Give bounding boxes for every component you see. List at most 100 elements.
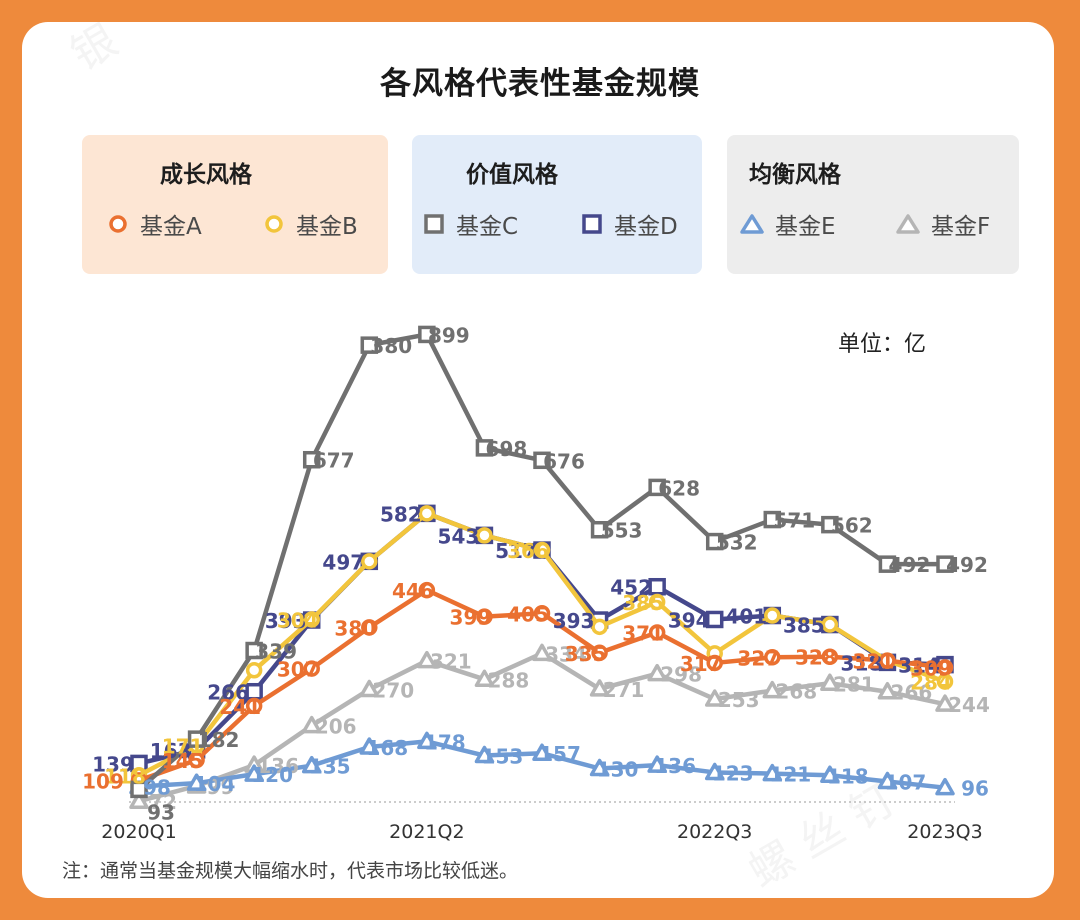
chart-title: 各风格代表性基金规模 — [376, 58, 704, 103]
data-point-marker — [589, 758, 610, 777]
legend-group-growth: 成长风格 基金A 基金B — [82, 135, 388, 274]
legend-label: 基金F — [931, 214, 991, 240]
data-label: 317 — [680, 652, 722, 676]
data-label: 104 — [194, 772, 236, 796]
data-point-marker — [648, 593, 666, 611]
data-label: 335 — [565, 642, 607, 666]
data-point-marker — [879, 652, 896, 669]
data-label: 109 — [82, 769, 124, 793]
triangle-marker-icon — [740, 214, 764, 234]
data-point-marker — [590, 520, 609, 539]
data-point-marker — [821, 515, 839, 534]
data-label: 371 — [622, 621, 664, 645]
data-label: 241 — [219, 695, 261, 719]
data-label: 339 — [255, 640, 297, 664]
data-label: 562 — [831, 514, 873, 538]
data-point-marker — [361, 619, 378, 636]
legend-label: 基金A — [140, 214, 202, 240]
data-point-marker — [303, 611, 320, 628]
data-label: 401 — [725, 605, 767, 629]
data-label: 96 — [961, 777, 989, 801]
data-label: 380 — [370, 334, 412, 358]
data-label: 266 — [891, 681, 933, 705]
data-label: 698 — [486, 437, 528, 461]
data-point-marker — [936, 555, 954, 573]
data-point-marker — [244, 764, 264, 782]
data-point-marker — [245, 641, 263, 660]
legend-label: 基金C — [456, 214, 519, 240]
data-label: 288 — [488, 668, 530, 692]
data-point-marker — [705, 532, 724, 551]
data-point-marker — [878, 555, 897, 573]
data-label: 553 — [601, 519, 643, 543]
x-tick-label: 2020Q1 — [101, 821, 176, 843]
x-tick-label: 2021Q2 — [389, 821, 464, 843]
data-point-marker — [532, 643, 552, 662]
data-point-marker — [188, 751, 205, 769]
legend-group-value: 价值风格 基金C 基金D — [412, 135, 702, 274]
data-point-marker — [821, 616, 839, 633]
data-point-marker — [301, 755, 322, 774]
data-point-marker — [762, 763, 783, 782]
data-point-marker — [187, 730, 206, 748]
data-label: 380 — [334, 616, 376, 640]
square-marker-icon — [582, 214, 602, 234]
data-point-marker — [418, 505, 436, 522]
data-label: 309 — [910, 656, 952, 680]
data-label: 334 — [545, 642, 587, 666]
data-point-marker — [417, 731, 437, 750]
data-label: 271 — [603, 678, 645, 702]
data-point-marker — [591, 618, 608, 636]
data-point-marker — [303, 660, 320, 677]
data-point-marker — [360, 336, 379, 354]
data-label: 136 — [654, 754, 696, 778]
legend-label: 基金D — [614, 214, 678, 240]
data-label: 157 — [539, 742, 581, 766]
data-point-marker — [648, 624, 666, 641]
data-point-marker — [647, 755, 667, 773]
data-label: 517 — [495, 539, 537, 563]
data-point-marker — [763, 510, 782, 529]
data-label: 121 — [769, 763, 811, 787]
data-label: 676 — [543, 449, 585, 473]
data-label: 304 — [277, 608, 319, 632]
data-point-marker — [589, 679, 610, 697]
data-point-marker — [705, 610, 724, 629]
data-label: 327 — [737, 646, 779, 670]
data-label: 268 — [775, 680, 817, 704]
data-label: 318 — [841, 651, 883, 675]
data-label: 366 — [507, 539, 549, 563]
chart-title-text: 各风格代表性基金规模 — [380, 66, 700, 102]
data-point-marker — [532, 743, 552, 761]
data-label: 393 — [553, 609, 595, 633]
data-point-marker — [704, 762, 725, 781]
data-point-marker — [764, 649, 781, 666]
data-point-marker — [130, 780, 148, 799]
legend-item-fund-e: 基金E — [739, 209, 836, 240]
data-label: 307 — [277, 658, 319, 682]
legend-item-fund-c: 基金C — [422, 209, 519, 240]
square-marker-icon — [424, 214, 444, 234]
data-label: 446 — [392, 579, 434, 603]
data-point-marker — [474, 745, 495, 764]
legend-group-title: 均衡风格 — [749, 162, 841, 188]
legend-item-fund-b: 基金B — [262, 209, 358, 240]
data-label: 492 — [889, 553, 931, 577]
data-point-marker — [418, 581, 436, 599]
data-label: 497 — [322, 550, 364, 574]
data-label: 314 — [898, 654, 940, 678]
legend-group-balanced: 均衡风格 基金E 基金F — [727, 135, 1019, 274]
data-point-marker — [359, 737, 380, 755]
data-point-marker — [648, 478, 666, 497]
data-label: 163 — [150, 739, 192, 763]
data-label: 123 — [712, 761, 754, 785]
legend-item-fund-d: 基金D — [580, 209, 678, 240]
legend-group-title: 价值风格 — [466, 162, 558, 188]
data-label: 899 — [428, 323, 470, 347]
data-label: 178 — [424, 730, 466, 754]
data-point-marker — [359, 679, 380, 698]
data-label: 130 — [597, 757, 639, 781]
data-point-marker — [821, 648, 839, 665]
x-tick-label: 2023Q3 — [907, 821, 982, 843]
